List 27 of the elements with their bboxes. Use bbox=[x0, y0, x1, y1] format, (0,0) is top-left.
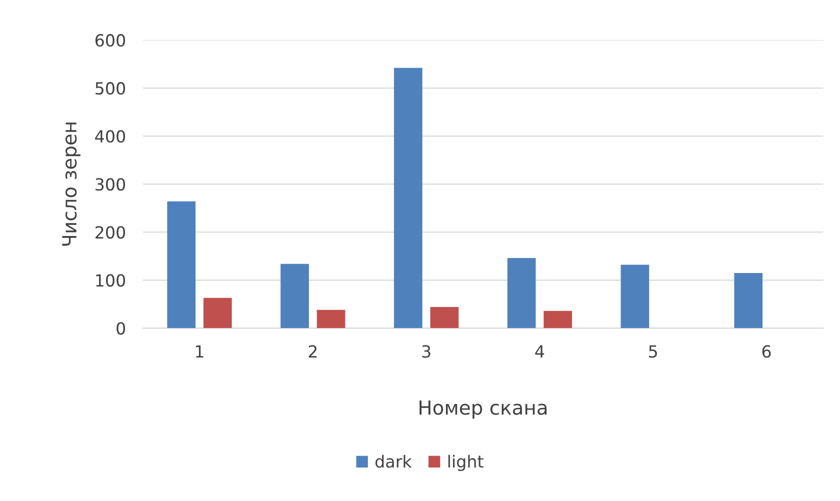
y-tick-label: 500 bbox=[96, 82, 126, 95]
legend-label: light bbox=[448, 454, 484, 471]
bar bbox=[507, 258, 536, 328]
bar bbox=[394, 68, 422, 328]
bar bbox=[734, 272, 763, 328]
x-tick-label: 1 bbox=[196, 345, 204, 358]
bar bbox=[430, 307, 459, 328]
y-tick-label: 0 bbox=[116, 322, 126, 335]
bar bbox=[316, 310, 346, 328]
y-tick-label: 600 bbox=[95, 34, 126, 47]
x-tick-label: 3 bbox=[422, 345, 430, 358]
bar bbox=[280, 264, 309, 328]
y-tick-label: 200 bbox=[96, 226, 126, 239]
y-tick-label: 300 bbox=[96, 178, 126, 191]
y-tick-label: 400 bbox=[95, 130, 126, 143]
x-tick-label: 6 bbox=[762, 345, 771, 358]
y-axis-title: Число зерен bbox=[62, 122, 80, 246]
x-tick-label: 2 bbox=[308, 345, 317, 358]
x-axis-title: Номер скана bbox=[420, 400, 547, 419]
x-tick-label: 5 bbox=[649, 345, 657, 358]
x-tick-label: 4 bbox=[535, 345, 544, 358]
bar bbox=[167, 201, 196, 328]
y-tick-label: 100 bbox=[96, 274, 126, 287]
bar bbox=[544, 310, 572, 328]
legend-label: dark bbox=[375, 454, 412, 468]
bar bbox=[620, 264, 650, 328]
bar bbox=[203, 298, 232, 328]
